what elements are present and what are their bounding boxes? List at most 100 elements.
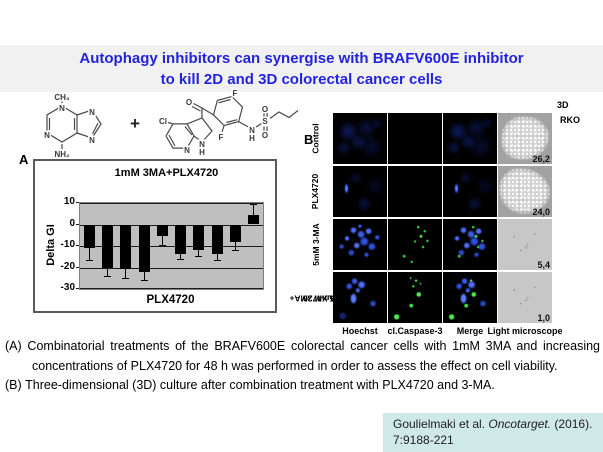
column-label-merge: Merge — [456, 326, 484, 336]
atom-label: Cl — [159, 117, 167, 126]
micrograph-plx-merge — [443, 166, 497, 217]
micrograph-3ma-light: 5,4 — [498, 219, 552, 270]
citation-box: Goulielmaki et al. Oncotarget. (2016). 7… — [383, 413, 603, 452]
gridline — [80, 267, 263, 269]
micrograph-combo-merge — [443, 272, 497, 323]
gridline — [80, 203, 263, 204]
atom-label: N — [44, 131, 50, 140]
row-label-3ma: 5mM 3-MA — [310, 223, 321, 266]
error-bar-cap — [103, 276, 111, 278]
viability-value: 1,0 — [537, 313, 550, 323]
bond-lines — [76, 109, 102, 139]
micrograph-plx-hoechst — [333, 166, 387, 217]
bond-lines — [201, 106, 214, 118]
micrograph-plx-light: 24,0 — [498, 166, 552, 217]
citation-volume: 7:9188-221 — [393, 432, 454, 447]
bond-lines — [255, 122, 262, 128]
plus-sign: + — [130, 114, 140, 133]
atom-label: O — [262, 131, 268, 140]
bar — [156, 224, 168, 237]
error-bar — [88, 248, 90, 260]
y-tick-label: 0 — [69, 217, 75, 229]
panel-b-label: B — [304, 132, 314, 147]
row-label-combo: 5mM 3MA+ PLX4720 — [289, 293, 339, 303]
bar — [175, 224, 187, 254]
error-bar — [216, 253, 218, 260]
bond-lines — [218, 98, 238, 124]
atom-label: H — [199, 148, 205, 157]
error-bar-cap — [85, 259, 93, 261]
error-bar — [235, 241, 237, 251]
gridline — [80, 288, 263, 289]
y-tick-label: -10 — [60, 239, 75, 250]
error-bar-cap — [177, 258, 185, 260]
micrograph-combo-light: 1,0 — [498, 272, 552, 323]
bond-lines — [186, 117, 213, 143]
column-label-light: Light microscope — [487, 326, 563, 336]
bar — [230, 224, 242, 242]
atom-label: N — [89, 108, 95, 117]
micrograph-3ma-hoechst — [333, 219, 387, 270]
y-tick-label: -20 — [60, 260, 75, 272]
cell-line-label: RKO — [560, 115, 580, 125]
y-tick-mark — [76, 202, 79, 203]
viability-value: 5,4 — [537, 260, 550, 270]
y-tick-mark — [76, 245, 79, 246]
atom-label: NH₂ — [54, 150, 70, 159]
y-tick-mark — [76, 288, 79, 289]
error-bar — [161, 236, 163, 245]
column-label-hoechst: Hoechst — [342, 326, 378, 336]
micrograph-grid: 26,2 24,0 5,4 1,0 — [333, 113, 552, 323]
bar-chart: 1mM 3MA+PLX4720 Delta GI 10 0 -10 -20 -30 PL… — [33, 159, 277, 313]
caption-a: (A) Combinatorial treatments of the BRAF… — [5, 339, 600, 373]
spheroid-image — [499, 167, 550, 215]
micrograph-control-merge — [443, 113, 497, 164]
atom-label: S — [262, 117, 268, 126]
bond-lines — [168, 126, 193, 147]
error-bar-cap — [250, 204, 258, 206]
error-bar — [143, 271, 145, 281]
atom-label: CH₃ — [54, 93, 70, 102]
bar — [193, 224, 205, 251]
page-title-line2: to kill 2D and 3D colorectal cancer cell… — [160, 71, 443, 88]
atom-label: F — [219, 133, 224, 142]
atom-label: F — [233, 89, 238, 98]
row-label-control: Control — [310, 123, 321, 154]
error-bar-cap — [158, 244, 166, 246]
y-tick-label: -30 — [60, 282, 75, 293]
atom-label: O — [262, 105, 268, 114]
bar — [138, 224, 150, 272]
error-bar-cap — [232, 250, 240, 252]
micrograph-3ma-merge — [443, 219, 497, 270]
y-tick-label: 10 — [63, 196, 75, 207]
atom-label: N — [249, 126, 255, 135]
bond-lines — [269, 110, 299, 119]
bond-lines — [221, 92, 249, 133]
y-tick-mark — [76, 266, 79, 268]
micrograph-3ma-caspase — [388, 219, 442, 270]
figure-caption: (A) Combinatorial treatments of the BRAF… — [5, 337, 600, 396]
micrograph-plx-caspase — [388, 166, 442, 217]
citation-authors: Goulielmaki et al. — [393, 417, 489, 431]
bar — [120, 224, 132, 269]
micrograph-control-hoechst — [333, 113, 387, 164]
bar — [83, 224, 95, 249]
error-bar — [198, 250, 200, 256]
molecule-3-methyladenine: CH₃ N N N N NH₂ — [43, 92, 102, 161]
bond-lines — [167, 121, 174, 125]
viability-value: 24,0 — [532, 207, 550, 217]
spheroid-image — [501, 115, 549, 161]
micrograph-control-caspase — [388, 113, 442, 164]
row-label-plx4720: PLX4720 — [310, 173, 321, 210]
error-bar-cap — [195, 255, 203, 257]
micrograph-combo-hoechst — [333, 272, 387, 323]
citation-journal: Oncotarget. — [488, 417, 552, 431]
bar — [211, 224, 223, 254]
bond-lines — [263, 112, 268, 131]
error-bar — [125, 268, 127, 279]
micrograph-combo-caspase — [388, 272, 442, 323]
error-bar — [253, 204, 255, 215]
